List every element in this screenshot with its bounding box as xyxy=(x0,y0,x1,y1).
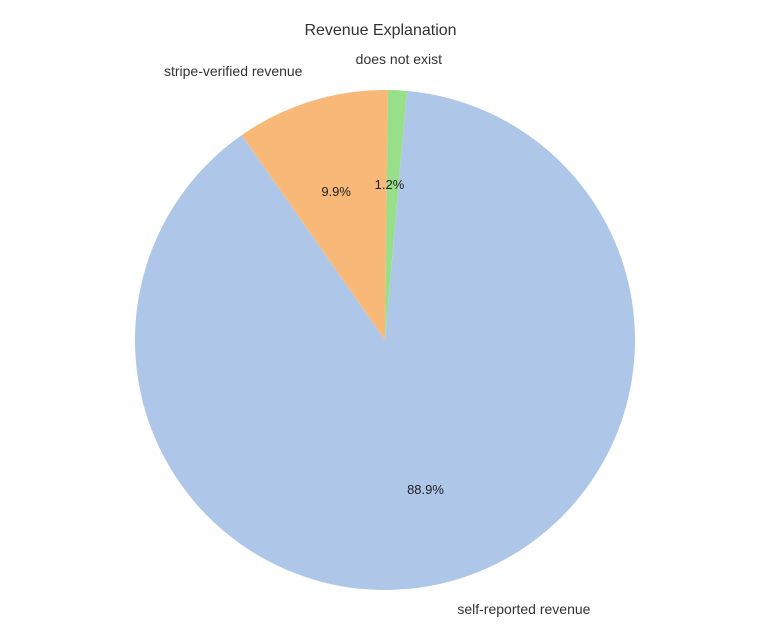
pie-pct-label: 1.2% xyxy=(375,177,405,192)
pie-chart-svg xyxy=(0,0,761,638)
pie-slice-label: stripe-verified revenue xyxy=(142,63,302,79)
pie-slice-label: self-reported revenue xyxy=(457,601,590,617)
pie-pct-label: 88.9% xyxy=(407,482,444,497)
pie-chart-container: Revenue Explanation 88.9%self-reported r… xyxy=(0,0,761,638)
pie-pct-label: 9.9% xyxy=(321,184,351,199)
pie-slice-label: does not exist xyxy=(319,51,479,67)
